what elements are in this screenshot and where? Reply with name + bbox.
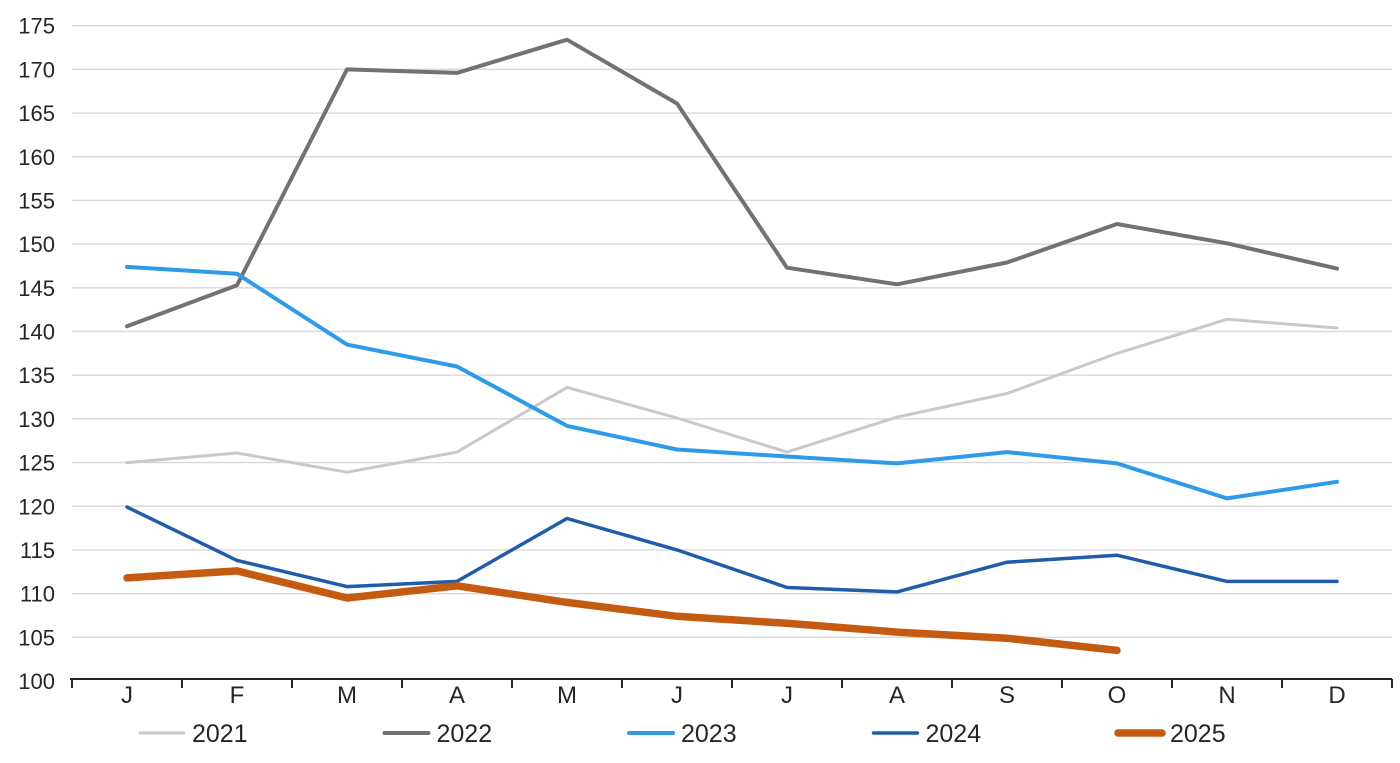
legend-label-2024: 2024 xyxy=(926,720,982,748)
y-axis-label: 115 xyxy=(20,538,55,563)
y-axis-label: 105 xyxy=(18,625,55,650)
x-axis-label: J xyxy=(121,682,133,709)
series-line-2023 xyxy=(125,264,1339,501)
x-axis-label: J xyxy=(781,682,793,709)
x-axis-label: D xyxy=(1328,682,1345,709)
series-line-2025 xyxy=(123,567,1121,655)
x-axis-label: M xyxy=(557,682,577,709)
x-axis-label: S xyxy=(999,682,1015,709)
y-axis-label: 160 xyxy=(18,145,55,170)
series-line-2024 xyxy=(125,505,1339,594)
x-axis-label: J xyxy=(671,682,683,709)
legend-label-2021: 2021 xyxy=(192,720,248,748)
legend-label-2023: 2023 xyxy=(681,720,737,748)
x-axis-label: A xyxy=(449,682,465,709)
legend-label-2022: 2022 xyxy=(437,720,493,748)
y-axis-label: 110 xyxy=(20,582,55,607)
y-axis-label: 165 xyxy=(18,101,55,126)
y-axis-label: 170 xyxy=(18,57,55,82)
y-axis-label: 130 xyxy=(18,407,55,432)
y-axis-label: 135 xyxy=(18,363,55,388)
y-axis-label: 155 xyxy=(18,188,55,213)
series-line-2021 xyxy=(125,317,1339,474)
y-axis-label: 140 xyxy=(18,320,55,345)
x-axis-label: O xyxy=(1108,682,1127,709)
y-axis-label: 175 xyxy=(18,14,55,39)
y-axis-label: 120 xyxy=(18,494,55,519)
legend-label-2025: 2025 xyxy=(1170,720,1226,748)
y-axis-label: 145 xyxy=(18,276,55,301)
series-line-2022 xyxy=(125,37,1339,329)
x-axis-label: M xyxy=(337,682,357,709)
y-axis-label: 150 xyxy=(18,232,55,257)
y-axis-label: 100 xyxy=(18,669,55,694)
y-axis-label: 125 xyxy=(18,451,55,476)
x-axis-label: N xyxy=(1218,682,1235,709)
x-axis-label: A xyxy=(889,682,905,709)
x-axis-label: F xyxy=(230,682,245,709)
